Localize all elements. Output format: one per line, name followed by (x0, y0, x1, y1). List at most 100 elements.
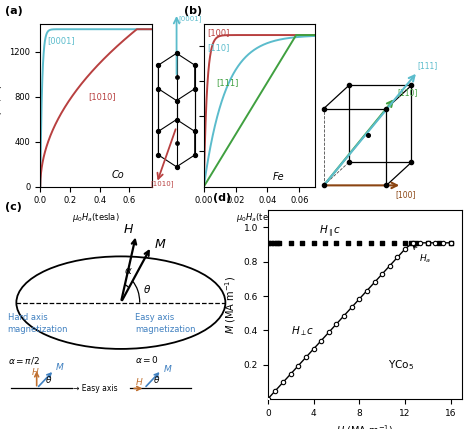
Point (298, 239, 306, 246)
Point (367, 239, 374, 246)
Text: [1010]: [1010] (150, 181, 174, 187)
Point (409, 239, 416, 246)
Point (191, 85, 199, 92)
Text: $\theta$: $\theta$ (143, 283, 151, 295)
Point (447, 239, 455, 246)
Point (173, 140, 180, 147)
Point (447, 239, 455, 246)
Text: (a): (a) (5, 6, 22, 16)
Point (417, 239, 424, 246)
Point (356, 296, 363, 302)
Point (364, 132, 372, 139)
Point (275, 239, 283, 246)
Point (318, 337, 325, 344)
Text: Easy axis
magnetization: Easy axis magnetization (136, 313, 196, 334)
Point (273, 239, 281, 246)
Point (191, 62, 199, 69)
Point (407, 239, 414, 246)
Text: (d): (d) (213, 193, 231, 203)
Point (413, 239, 420, 246)
Point (272, 387, 279, 394)
Point (310, 346, 317, 353)
Point (383, 182, 390, 189)
Text: [110]: [110] (397, 88, 418, 97)
Point (378, 239, 386, 246)
Y-axis label: $M$ (MA m$^{-1}$): $M$ (MA m$^{-1}$) (223, 275, 238, 334)
Text: $H_a$: $H_a$ (413, 246, 431, 265)
Point (345, 82, 353, 89)
Point (325, 329, 333, 336)
Point (408, 82, 415, 89)
Point (386, 262, 393, 269)
Point (340, 312, 348, 319)
Point (320, 105, 328, 112)
Point (320, 182, 328, 189)
Point (436, 239, 443, 246)
Point (432, 239, 439, 246)
Point (408, 159, 415, 166)
Text: [0001]: [0001] (48, 36, 75, 45)
Text: $H_{\parallel}c$: $H_{\parallel}c$ (319, 224, 341, 240)
Point (191, 128, 199, 135)
Text: YCo$_5$: YCo$_5$ (388, 358, 414, 372)
Point (270, 239, 277, 246)
Text: (c): (c) (5, 202, 22, 212)
Point (279, 379, 287, 386)
Text: $H$: $H$ (123, 223, 135, 236)
Point (287, 239, 294, 246)
Point (390, 239, 397, 246)
Point (363, 287, 371, 294)
Point (173, 50, 180, 57)
Text: Hard axis
magnetization: Hard axis magnetization (8, 313, 68, 334)
Text: $H$: $H$ (31, 366, 39, 377)
Point (333, 239, 340, 246)
Point (424, 239, 432, 246)
Point (302, 354, 310, 361)
Point (424, 239, 432, 246)
Point (393, 254, 401, 261)
Point (155, 128, 162, 135)
Point (173, 163, 180, 170)
Text: [100]: [100] (207, 28, 229, 37)
Text: $\alpha$: $\alpha$ (124, 266, 133, 276)
Point (378, 271, 386, 278)
Text: $\theta$: $\theta$ (46, 374, 53, 384)
Point (264, 396, 272, 402)
Point (173, 73, 180, 80)
Point (439, 239, 447, 246)
Text: $M$: $M$ (154, 238, 166, 251)
Point (155, 85, 162, 92)
Text: $\alpha = \pi/2$: $\alpha = \pi/2$ (8, 355, 39, 366)
Point (383, 105, 390, 112)
Point (264, 239, 272, 246)
Text: [100]: [100] (396, 190, 416, 199)
Point (287, 371, 294, 378)
Point (155, 62, 162, 69)
Text: $H_{\perp}c$: $H_{\perp}c$ (291, 324, 314, 338)
Point (401, 239, 409, 246)
Point (345, 159, 353, 166)
Point (155, 151, 162, 158)
Point (401, 246, 409, 253)
Text: [1010]: [1010] (88, 92, 116, 101)
Point (267, 239, 275, 246)
Y-axis label: $M$ (kA/m): $M$ (kA/m) (0, 84, 4, 126)
Text: [110]: [110] (207, 43, 229, 52)
Point (191, 151, 199, 158)
Text: $\alpha = 0$: $\alpha = 0$ (136, 354, 159, 365)
Text: $M$: $M$ (55, 361, 65, 372)
Text: Fe: Fe (272, 172, 284, 181)
Point (321, 239, 329, 246)
Text: → Easy axis: → Easy axis (73, 384, 117, 393)
Text: Co: Co (111, 169, 124, 180)
Text: $M$: $M$ (163, 363, 172, 374)
Point (310, 239, 317, 246)
Point (333, 320, 340, 327)
Point (356, 239, 363, 246)
Point (344, 239, 352, 246)
X-axis label: $\mu_0 H_a$(tesla): $\mu_0 H_a$(tesla) (236, 211, 283, 224)
Text: [111]: [111] (418, 61, 438, 70)
Text: $\theta$: $\theta$ (153, 374, 160, 384)
Point (173, 97, 180, 104)
X-axis label: $\mu_0 H_a$(tesla): $\mu_0 H_a$(tesla) (72, 211, 120, 224)
